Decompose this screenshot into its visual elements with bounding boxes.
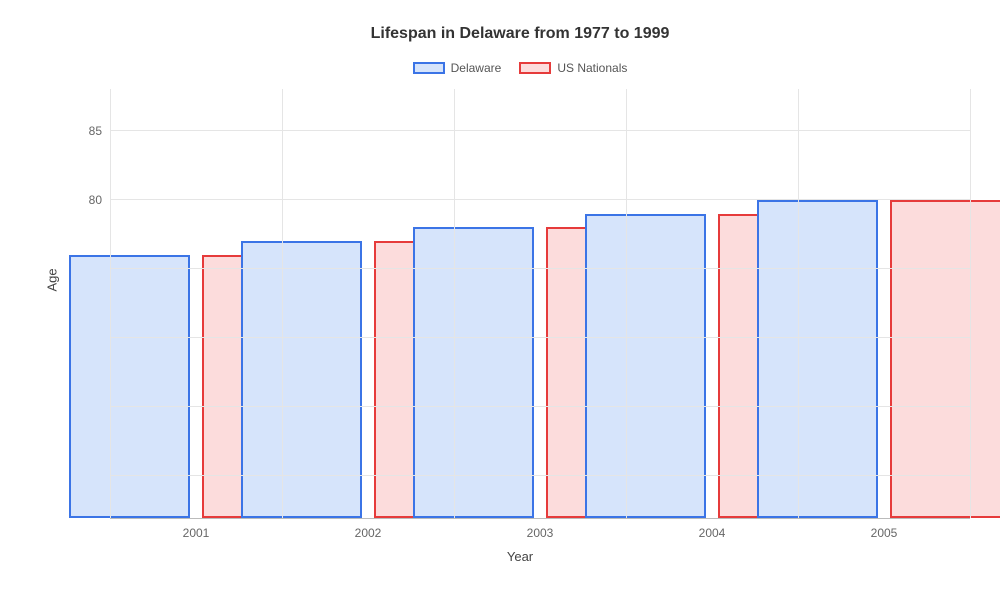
legend-swatch-delaware xyxy=(413,62,445,74)
bar xyxy=(241,241,361,518)
x-tick: 2002 xyxy=(355,526,382,540)
y-tick: 80 xyxy=(89,193,102,207)
gridline-horizontal xyxy=(110,406,970,407)
bars-layer xyxy=(110,89,970,518)
chart-container: Lifespan in Delaware from 1977 to 1999 D… xyxy=(0,0,1000,600)
plot: 20012002200320042005 xyxy=(110,89,970,519)
y-tick: 85 xyxy=(89,124,102,138)
legend-item-delaware: Delaware xyxy=(413,61,502,75)
x-tick: 2001 xyxy=(183,526,210,540)
gridline-vertical xyxy=(798,89,799,518)
y-axis-label: Age xyxy=(45,268,60,291)
gridline-horizontal xyxy=(110,475,970,476)
legend-label-delaware: Delaware xyxy=(451,61,502,75)
gridline-vertical xyxy=(970,89,971,518)
gridline-vertical xyxy=(110,89,111,518)
gridline-vertical xyxy=(454,89,455,518)
x-tick: 2005 xyxy=(871,526,898,540)
x-tick: 2004 xyxy=(699,526,726,540)
plot-area: Age 606570758085 20012002200320042005 xyxy=(70,89,970,519)
x-axis-label: Year xyxy=(70,549,970,564)
gridline-horizontal xyxy=(110,337,970,338)
bar xyxy=(585,214,705,518)
legend-swatch-us xyxy=(519,62,551,74)
legend-label-us: US Nationals xyxy=(557,61,627,75)
bar xyxy=(413,227,533,518)
gridline-vertical xyxy=(626,89,627,518)
gridline-horizontal xyxy=(110,268,970,269)
x-tick: 2003 xyxy=(527,526,554,540)
gridline-vertical xyxy=(282,89,283,518)
gridline-horizontal xyxy=(110,199,970,200)
chart-title: Lifespan in Delaware from 1977 to 1999 xyxy=(70,25,970,43)
bar xyxy=(757,200,877,518)
gridline-horizontal xyxy=(110,130,970,131)
legend: Delaware US Nationals xyxy=(70,61,970,75)
bar xyxy=(890,200,1000,518)
legend-item-us: US Nationals xyxy=(519,61,627,75)
bar xyxy=(69,255,189,518)
